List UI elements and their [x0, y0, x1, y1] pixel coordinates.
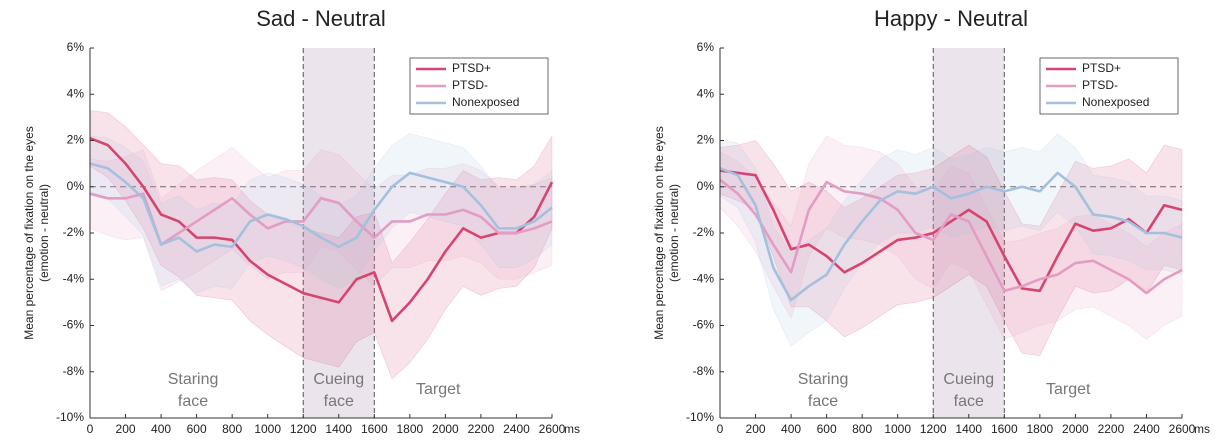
x-tick-label: 2400 [503, 422, 530, 436]
x-tick-label: 2600 [1169, 422, 1196, 436]
phase-label: Staring [798, 371, 849, 388]
y-tick-label: -2% [693, 225, 715, 239]
chart-title: Sad - Neutral [256, 6, 386, 31]
y-axis-label: (emotion - neutral) [667, 184, 681, 282]
x-tick-label: 200 [116, 422, 136, 436]
phase-label: face [324, 393, 354, 410]
legend-label: PTSD+ [1082, 61, 1121, 75]
y-tick-label: -10% [686, 410, 714, 424]
x-tick-label: 600 [187, 422, 207, 436]
y-tick-label: -4% [63, 271, 85, 285]
x-tick-label: 1200 [920, 422, 947, 436]
x-tick-label: 0 [717, 422, 724, 436]
y-tick-label: -6% [693, 318, 715, 332]
phase-label: face [808, 393, 838, 410]
legend-label: PTSD+ [452, 61, 491, 75]
x-tick-label: 1800 [396, 422, 423, 436]
series-line [89, 192, 553, 246]
x-tick-label: 1000 [254, 422, 281, 436]
x-tick-label: 400 [151, 422, 171, 436]
phase-label: face [178, 393, 208, 410]
panel: Happy - Neutral -10% -8% -6% -4% -2% 0% 2% 4% 6% 0… [652, 6, 1210, 436]
phase-label: Cueing [313, 371, 364, 388]
y-axis-label: Mean percentage of fixation on the eyes [652, 126, 666, 339]
series-line [719, 178, 1183, 295]
series-line [719, 167, 1183, 302]
y-tick-label: -10% [56, 410, 84, 424]
x-tick-label: 200 [746, 422, 766, 436]
legend-label: Nonexposed [452, 95, 519, 109]
legend-label: Nonexposed [1082, 95, 1149, 109]
x-tick-label: 0 [87, 422, 94, 436]
error-band [89, 133, 553, 294]
x-tick-label: 2600 [539, 422, 566, 436]
phase-label: Target [416, 381, 461, 398]
phase-label: Cueing [943, 371, 994, 388]
legend-label: PTSD- [452, 78, 488, 92]
x-tick-label: 1000 [884, 422, 911, 436]
x-tick-label: 2000 [432, 422, 459, 436]
y-tick-label: -6% [63, 318, 85, 332]
y-tick-label: 4% [67, 86, 85, 100]
phase-label: Staring [168, 371, 219, 388]
x-tick-label: 800 [852, 422, 872, 436]
y-tick-label: -2% [63, 225, 85, 239]
x-tick-label: 1200 [290, 422, 317, 436]
y-tick-label: 2% [697, 133, 715, 147]
y-tick-label: 6% [697, 40, 715, 54]
x-tick-label: 1400 [325, 422, 352, 436]
y-tick-label: -8% [693, 364, 715, 378]
x-tick-label: 400 [781, 422, 801, 436]
y-tick-label: -4% [693, 271, 715, 285]
chart-title: Happy - Neutral [874, 6, 1028, 31]
x-tick-label: 2400 [1133, 422, 1160, 436]
x-tick-label: 800 [222, 422, 242, 436]
x-unit: ms [564, 422, 580, 436]
x-tick-label: 2200 [1098, 422, 1125, 436]
y-axis-label: (emotion - neutral) [37, 184, 51, 282]
series-line [89, 162, 553, 253]
x-tick-label: 1600 [361, 422, 388, 436]
error-band [89, 110, 553, 380]
legend-label: PTSD- [1082, 78, 1118, 92]
y-tick-label: 4% [697, 86, 715, 100]
x-tick-label: 2000 [1062, 422, 1089, 436]
x-tick-label: 2200 [468, 422, 495, 436]
x-tick-label: 600 [817, 422, 837, 436]
x-tick-label: 1400 [955, 422, 982, 436]
series-line [89, 136, 554, 323]
phase-label: face [954, 393, 984, 410]
x-unit: ms [1194, 422, 1210, 436]
y-tick-label: 2% [67, 133, 85, 147]
y-tick-label: 0% [67, 179, 85, 193]
x-tick-label: 1600 [991, 422, 1018, 436]
y-axis-label: Mean percentage of fixation on the eyes [22, 126, 36, 339]
y-tick-label: -8% [63, 364, 85, 378]
y-tick-label: 6% [67, 40, 85, 54]
panel: Sad - Neutral -10% -8% -6% -4% -2% 0% 2% 4% 6% 0 20… [22, 6, 580, 436]
y-tick-label: 0% [697, 179, 715, 193]
phase-label: Target [1046, 381, 1091, 398]
x-tick-label: 1800 [1026, 422, 1053, 436]
error-band [89, 147, 553, 292]
